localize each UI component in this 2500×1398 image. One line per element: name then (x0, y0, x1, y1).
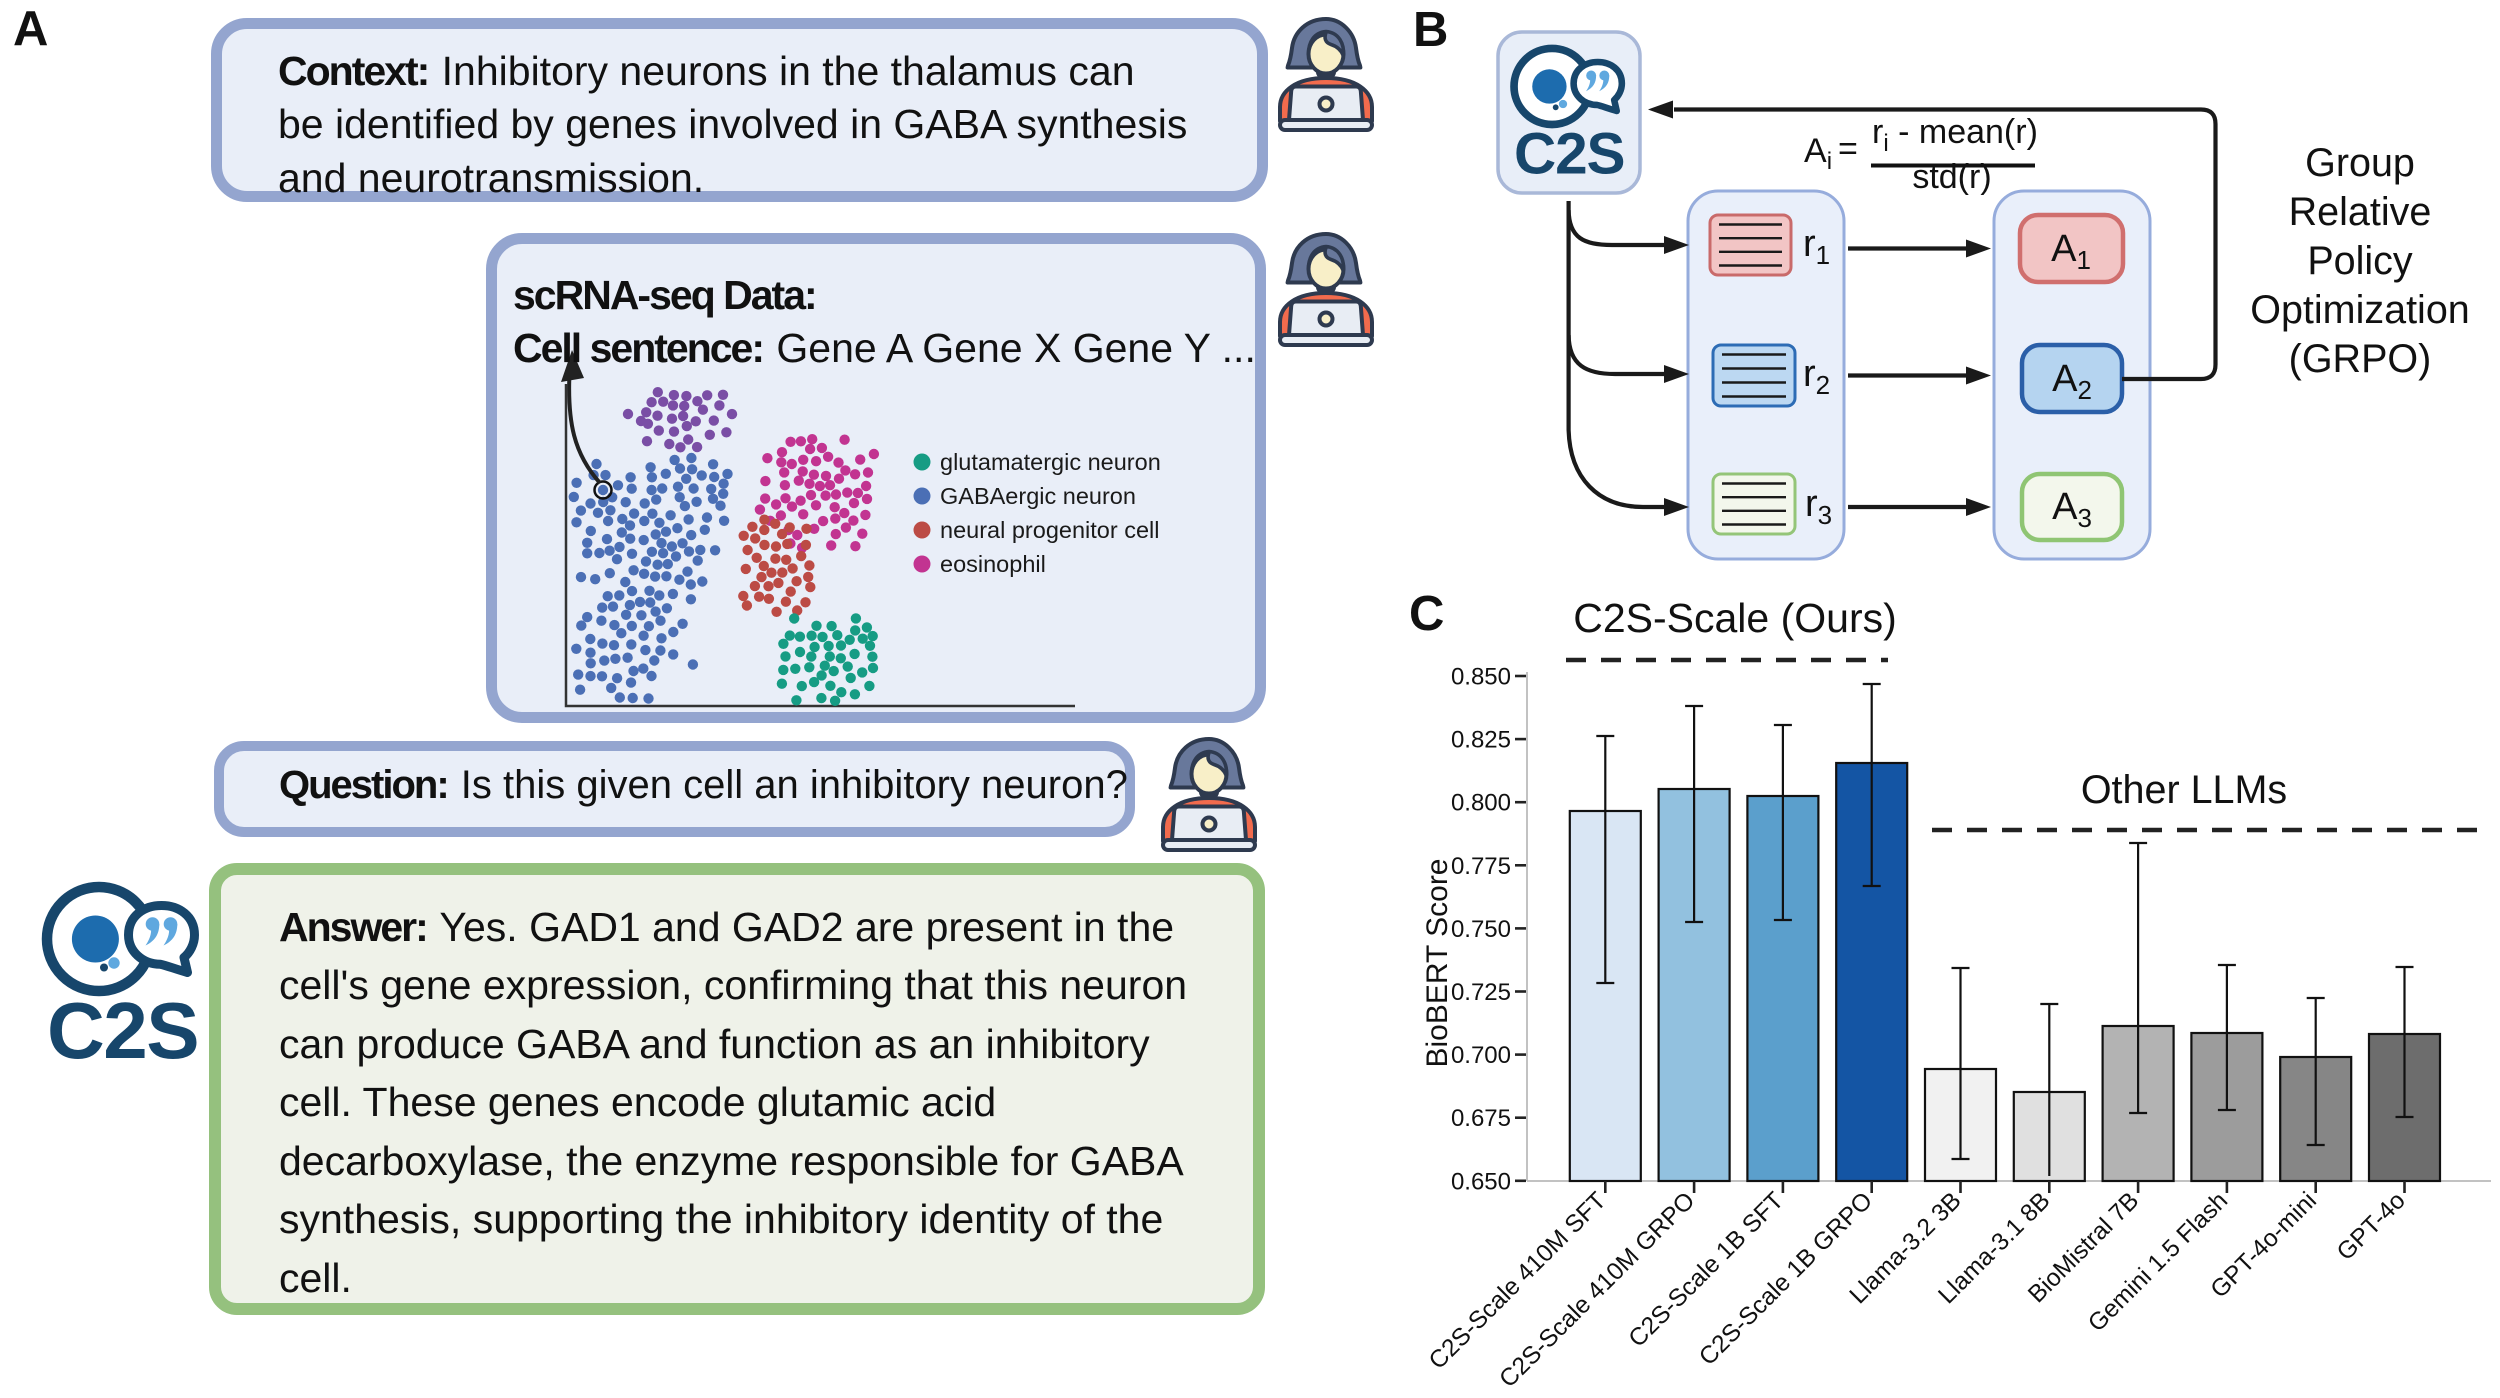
svg-text:BioBERT Score: BioBERT Score (1421, 859, 1454, 1068)
svg-text:A: A (13, 2, 48, 56)
svg-text:=: = (1838, 130, 1858, 168)
svg-text:glutamatergic neuron: glutamatergic neuron (940, 449, 1161, 475)
svg-text:0.675: 0.675 (1451, 1105, 1511, 1132)
svg-text:C2S-Scale 1B GRPO: C2S-Scale 1B GRPO (1694, 1187, 1878, 1371)
svg-text:C: C (1409, 587, 1444, 641)
svg-text:0.825: 0.825 (1451, 727, 1511, 754)
svg-text:Ai: Ai (1804, 132, 1832, 175)
svg-text:Other LLMs: Other LLMs (2081, 768, 2287, 812)
svg-text:0.650: 0.650 (1451, 1168, 1511, 1195)
svg-text:0.775: 0.775 (1451, 853, 1511, 880)
svg-text:C2S-Scale 1B SFT: C2S-Scale 1B SFT (1624, 1187, 1789, 1352)
svg-text:0.750: 0.750 (1451, 916, 1511, 943)
svg-text:C2S-Scale 410M SFT: C2S-Scale 410M SFT (1424, 1187, 1612, 1375)
svg-text:0.700: 0.700 (1451, 1042, 1511, 1069)
svg-text:0.725: 0.725 (1451, 979, 1511, 1006)
svg-text:eosinophil: eosinophil (940, 551, 1046, 577)
svg-text:GPT-4o: GPT-4o (2332, 1187, 2411, 1266)
svg-text:0.850: 0.850 (1451, 664, 1511, 691)
svg-text:GABAergic neuron: GABAergic neuron (940, 483, 1136, 509)
svg-text:neural progenitor cell: neural progenitor cell (940, 517, 1159, 543)
svg-text:C2S-Scale (Ours): C2S-Scale (Ours) (1573, 595, 1897, 641)
svg-text:ri - mean(r): ri - mean(r) (1872, 113, 2038, 157)
svg-text:B: B (1413, 3, 1448, 57)
svg-text:0.800: 0.800 (1451, 790, 1511, 817)
